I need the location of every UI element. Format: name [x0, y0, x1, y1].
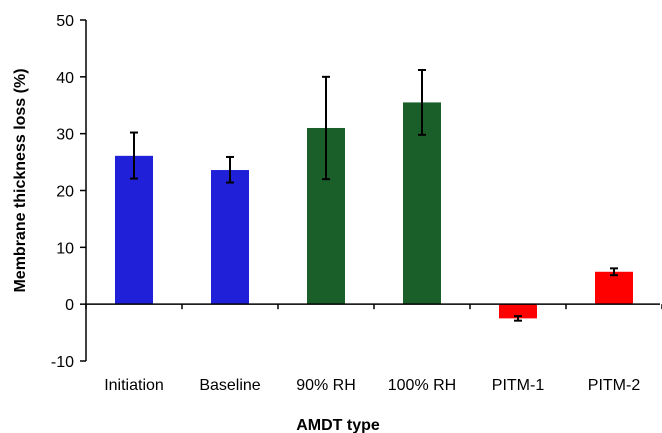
- x-tick-label: Initiation: [104, 377, 164, 394]
- y-tick-label: 50: [56, 13, 74, 30]
- y-axis-title: Membrane thickness loss (%): [12, 68, 29, 292]
- x-tick-label: 100% RH: [388, 377, 456, 394]
- bars: [115, 102, 633, 319]
- y-axis-ticks: -10 0 10 20 30 40 50: [51, 13, 86, 371]
- x-tick-label: PITM-1: [492, 377, 545, 394]
- bar: [211, 170, 249, 305]
- bar: [403, 102, 441, 305]
- x-tick-label: PITM-2: [588, 377, 641, 394]
- bar: [115, 155, 153, 305]
- error-bars: [130, 69, 618, 322]
- y-tick-label: 20: [56, 184, 74, 201]
- y-tick-label: 0: [65, 297, 74, 314]
- y-tick-label: 30: [56, 127, 74, 144]
- x-axis-ticks: Initiation Baseline 90% RH 100% RH PITM-1 PIT…: [85, 304, 662, 394]
- y-tick-label: 10: [56, 240, 74, 257]
- x-tick-label: Baseline: [199, 377, 260, 394]
- y-tick-label: 40: [56, 70, 74, 87]
- bar: [595, 271, 633, 305]
- y-tick-label: -10: [51, 354, 74, 371]
- x-axis-title: AMDT type: [296, 417, 380, 433]
- x-tick-label: 90% RH: [296, 377, 356, 394]
- bar: [499, 304, 537, 319]
